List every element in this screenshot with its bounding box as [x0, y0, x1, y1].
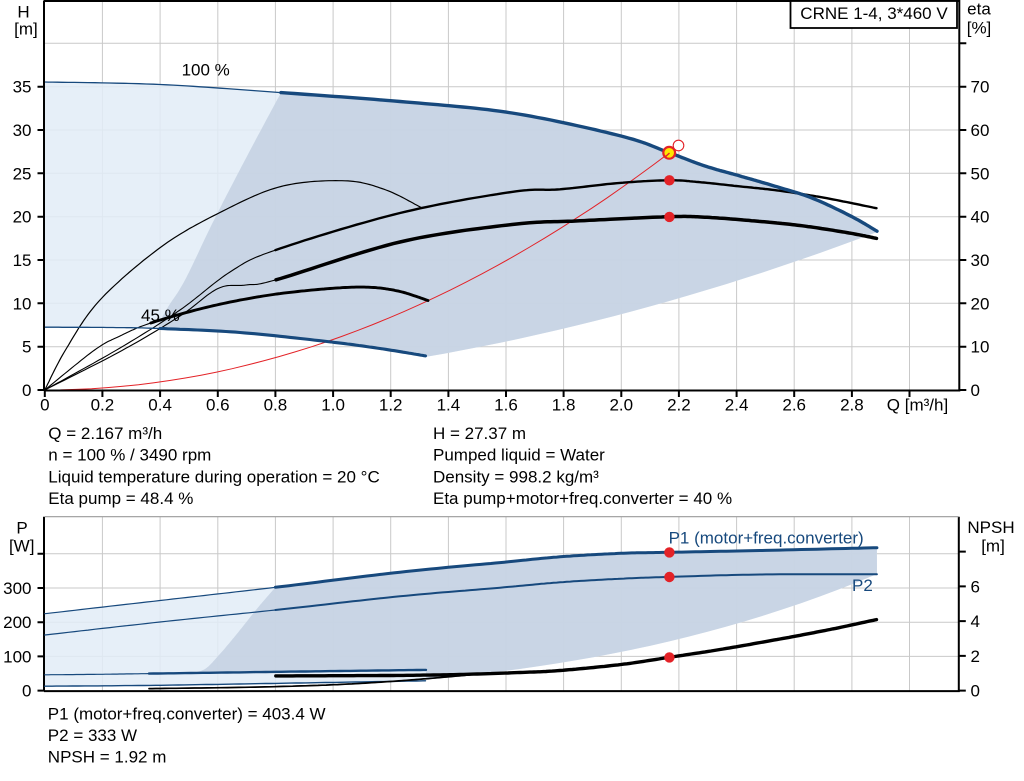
svg-text:P2: P2 [852, 576, 873, 595]
svg-text:[W]: [W] [9, 537, 35, 556]
svg-text:0: 0 [40, 396, 49, 415]
svg-text:NPSH: NPSH [967, 518, 1014, 537]
svg-text:2: 2 [971, 647, 980, 666]
svg-text:0: 0 [971, 682, 980, 701]
svg-text:2.6: 2.6 [782, 396, 806, 415]
svg-text:2.8: 2.8 [840, 396, 864, 415]
svg-text:70: 70 [971, 78, 990, 97]
svg-text:5: 5 [22, 338, 31, 357]
svg-text:NPSH = 1.92 m: NPSH = 1.92 m [48, 748, 167, 767]
svg-text:Pumped liquid = Water: Pumped liquid = Water [433, 446, 605, 465]
svg-text:10: 10 [13, 294, 32, 313]
svg-text:0.2: 0.2 [91, 396, 115, 415]
svg-text:0: 0 [971, 381, 980, 400]
svg-text:0: 0 [22, 381, 31, 400]
svg-text:15: 15 [13, 251, 32, 270]
svg-text:Q [m³/h]: Q [m³/h] [887, 396, 948, 415]
svg-text:300: 300 [3, 579, 31, 598]
svg-text:P1 (motor+freq.converter): P1 (motor+freq.converter) [669, 529, 864, 548]
svg-text:Density = 998.2 kg/m³: Density = 998.2 kg/m³ [433, 467, 599, 486]
svg-text:1.0: 1.0 [321, 396, 345, 415]
svg-text:4: 4 [971, 612, 980, 631]
svg-text:Liquid temperature during oper: Liquid temperature during operation = 20… [48, 467, 379, 486]
svg-text:eta: eta [967, 0, 991, 19]
svg-text:P2 = 333 W: P2 = 333 W [48, 726, 137, 745]
svg-text:[m]: [m] [981, 537, 1005, 556]
svg-text:25: 25 [13, 164, 32, 183]
svg-text:2.0: 2.0 [609, 396, 633, 415]
svg-text:P: P [16, 519, 27, 538]
svg-text:1.2: 1.2 [379, 396, 403, 415]
svg-text:1.6: 1.6 [494, 396, 518, 415]
svg-text:45 %: 45 % [141, 306, 180, 325]
svg-text:40: 40 [971, 208, 990, 227]
svg-text:2.4: 2.4 [725, 396, 749, 415]
svg-text:[%]: [%] [967, 19, 992, 38]
svg-text:n = 100 % / 3490 rpm: n = 100 % / 3490 rpm [48, 446, 211, 465]
svg-text:CRNE 1-4, 3*460 V: CRNE 1-4, 3*460 V [800, 4, 948, 23]
svg-text:Eta pump = 48.4 %: Eta pump = 48.4 % [48, 489, 193, 508]
svg-text:H = 27.37 m: H = 27.37 m [433, 424, 526, 443]
svg-text:50: 50 [971, 164, 990, 183]
svg-text:Eta pump+motor+freq.converter: Eta pump+motor+freq.converter = 40 % [433, 489, 732, 508]
svg-text:H: H [17, 3, 29, 22]
svg-text:1.8: 1.8 [552, 396, 576, 415]
svg-text:200: 200 [3, 613, 31, 632]
svg-text:2.2: 2.2 [667, 396, 691, 415]
svg-text:0.4: 0.4 [148, 396, 172, 415]
svg-text:Q = 2.167 m³/h: Q = 2.167 m³/h [48, 424, 162, 443]
svg-text:100: 100 [3, 647, 31, 666]
svg-text:100 %: 100 % [182, 61, 230, 80]
svg-text:6: 6 [971, 577, 980, 596]
svg-text:60: 60 [971, 121, 990, 140]
svg-text:P1 (motor+freq.converter) = 40: P1 (motor+freq.converter) = 403.4 W [48, 705, 326, 724]
svg-text:0.6: 0.6 [206, 396, 230, 415]
svg-text:30: 30 [971, 251, 990, 270]
svg-text:10: 10 [971, 338, 990, 357]
svg-text:30: 30 [13, 121, 32, 140]
svg-text:35: 35 [13, 78, 32, 97]
svg-text:0.8: 0.8 [264, 396, 288, 415]
svg-text:1.4: 1.4 [437, 396, 461, 415]
svg-text:20: 20 [971, 294, 990, 313]
svg-text:20: 20 [13, 208, 32, 227]
svg-text:0: 0 [22, 682, 31, 701]
svg-text:[m]: [m] [14, 20, 38, 39]
